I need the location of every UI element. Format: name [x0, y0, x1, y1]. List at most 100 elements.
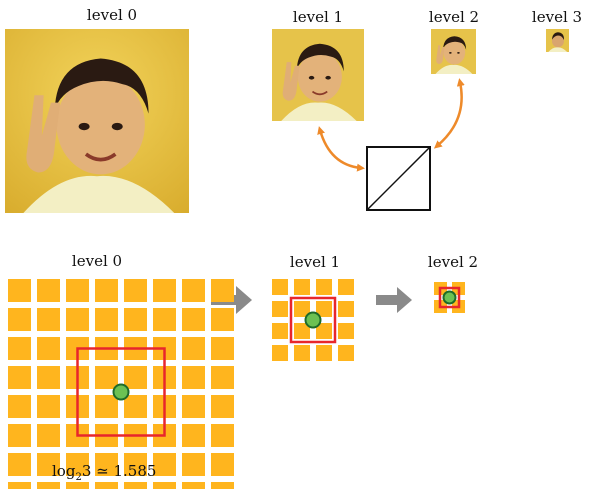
photo-level-3: [546, 29, 569, 52]
grid-tile: [66, 482, 89, 489]
grid-tile: [211, 453, 234, 476]
grid-tile: [95, 453, 118, 476]
grid-tile: [37, 279, 60, 302]
center-dot-level-0: [112, 383, 130, 401]
grid-tile: [316, 279, 332, 295]
formula-approx: ≃: [96, 462, 109, 480]
grid-tile: [95, 308, 118, 331]
tile-grid-level-2: [434, 282, 465, 313]
grid-tile: [294, 323, 310, 339]
grid-tile: [211, 279, 234, 302]
grid-tile: [8, 279, 31, 302]
center-dot-level-2: [442, 290, 457, 305]
gray-arrow-1-to-2: [376, 287, 412, 313]
grid-tile: [182, 395, 205, 418]
grid-tile: [66, 453, 89, 476]
grid-tile: [182, 308, 205, 331]
grid-tile: [294, 301, 310, 317]
grid-tile: [294, 279, 310, 295]
photo-level-1: [272, 29, 364, 121]
formula-value: 1.585: [113, 462, 157, 480]
diagonal-square-icon: [366, 146, 431, 211]
grid-tile: [8, 337, 31, 360]
photo-level-2: [431, 29, 476, 74]
grid-tile: [294, 345, 310, 361]
center-dot-level-1: [304, 311, 322, 329]
grid-tile: [316, 301, 332, 317]
grid-tile: [153, 453, 176, 476]
grid-tile: [95, 279, 118, 302]
grid-tile: [211, 337, 234, 360]
portrait-photo-level-3: [546, 29, 569, 52]
formula-log: log: [52, 462, 76, 480]
formula-arg: 3: [81, 462, 92, 480]
grid-tile: [182, 337, 205, 360]
portrait-photo-level-2: [431, 29, 476, 74]
grid-tile: [66, 308, 89, 331]
grid-tile: [124, 308, 147, 331]
receptive-box-level-2: [438, 286, 461, 309]
grid-tile: [124, 279, 147, 302]
grid-tile: [182, 366, 205, 389]
grid-tile: [37, 453, 60, 476]
grid-tile: [182, 482, 205, 489]
top-level-1-label: level 1: [292, 8, 344, 26]
grid-tile: [124, 366, 147, 389]
orange-arrow-level-1: [317, 126, 365, 172]
grid-tile: [211, 366, 234, 389]
grid-tile: [8, 366, 31, 389]
grid-tile: [37, 308, 60, 331]
grid-tile: [124, 482, 147, 489]
grid-tile: [182, 424, 205, 447]
grid-tile: [182, 453, 205, 476]
log-formula: log23 ≃ 1.585: [52, 462, 156, 483]
grid-tile: [8, 482, 31, 489]
grid-tile: [37, 395, 60, 418]
grid-tile: [211, 308, 234, 331]
grid-tile: [211, 395, 234, 418]
grid-level-0-label: level 0: [71, 252, 123, 270]
grid-tile: [338, 279, 354, 295]
grid-tile: [211, 482, 234, 489]
grid-tile: [37, 337, 60, 360]
grid-tile: [8, 395, 31, 418]
grid-tile: [124, 453, 147, 476]
grid-tile: [153, 279, 176, 302]
orange-arrow-level-2: [433, 78, 465, 149]
portrait-photo-level-1: [272, 29, 364, 121]
grid-level-1-label: level 1: [289, 253, 341, 271]
grid-tile: [272, 323, 288, 339]
grid-tile: [272, 345, 288, 361]
top-level-2-label: level 2: [428, 8, 480, 26]
photo-level-0: [5, 29, 189, 213]
grid-tile: [272, 279, 288, 295]
top-level-0-label: level 0: [86, 6, 138, 24]
grid-level-2-label: level 2: [427, 253, 479, 271]
top-level-3-label: level 3: [531, 8, 583, 26]
grid-tile: [37, 424, 60, 447]
grid-tile: [153, 482, 176, 489]
grid-tile: [37, 366, 60, 389]
grid-tile: [316, 345, 332, 361]
grid-tile: [95, 366, 118, 389]
grid-tile: [338, 323, 354, 339]
grid-tile: [37, 482, 60, 489]
tile-grid-level-1: [272, 279, 354, 361]
portrait-photo-level-0: [5, 29, 189, 213]
grid-tile: [338, 301, 354, 317]
grid-tile: [66, 279, 89, 302]
tile-grid-level-0: [8, 279, 234, 489]
grid-tile: [8, 424, 31, 447]
grid-tile: [211, 424, 234, 447]
grid-tile: [338, 345, 354, 361]
grid-tile: [153, 308, 176, 331]
grid-tile: [8, 308, 31, 331]
receptive-box-level-1: [289, 296, 337, 344]
receptive-box-level-0: [76, 347, 166, 437]
grid-tile: [124, 395, 147, 418]
formula-base: 2: [75, 472, 82, 483]
grid-tile: [95, 395, 118, 418]
grid-tile: [316, 323, 332, 339]
